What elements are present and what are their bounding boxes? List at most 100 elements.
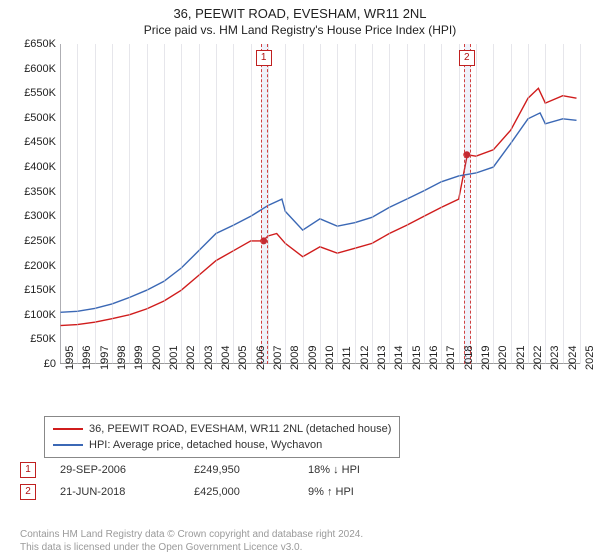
series-line — [60, 88, 577, 325]
gridline — [95, 44, 96, 364]
x-tick-label: 1997 — [99, 346, 111, 370]
x-tick-label: 2013 — [376, 346, 388, 370]
y-tick-label: £100K — [10, 309, 56, 321]
legend-row: 36, PEEWIT ROAD, EVESHAM, WR11 2NL (deta… — [53, 421, 391, 437]
sale-badge: 1 — [20, 462, 36, 478]
x-tick-label: 2025 — [584, 346, 596, 370]
gridline — [60, 44, 61, 364]
y-tick-label: £150K — [10, 284, 56, 296]
x-tick-label: 2019 — [480, 346, 492, 370]
sale-delta: 9% ↑ HPI — [308, 486, 408, 498]
gridline — [476, 44, 477, 364]
gridline — [511, 44, 512, 364]
page-subtitle: Price paid vs. HM Land Registry's House … — [0, 23, 600, 37]
x-tick-label: 2008 — [289, 346, 301, 370]
gridline — [320, 44, 321, 364]
y-tick-label: £600K — [10, 63, 56, 75]
gridline — [528, 44, 529, 364]
x-tick-label: 2023 — [549, 346, 561, 370]
x-tick-label: 2006 — [255, 346, 267, 370]
y-tick-label: £450K — [10, 136, 56, 148]
legend-swatch — [53, 444, 83, 446]
gridline — [407, 44, 408, 364]
plot-area: 12 — [60, 44, 580, 364]
gridline — [372, 44, 373, 364]
gridline — [545, 44, 546, 364]
gridline — [563, 44, 564, 364]
y-tick-label: £250K — [10, 235, 56, 247]
gridline — [459, 44, 460, 364]
sale-price: £249,950 — [194, 464, 284, 476]
sale-date: 21-JUN-2018 — [60, 486, 170, 498]
x-tick-label: 2021 — [515, 346, 527, 370]
legend-label: 36, PEEWIT ROAD, EVESHAM, WR11 2NL (deta… — [89, 421, 391, 437]
gridline — [389, 44, 390, 364]
gridline — [441, 44, 442, 364]
x-tick-label: 1995 — [64, 346, 76, 370]
x-tick-label: 2001 — [168, 346, 180, 370]
x-tick-label: 2004 — [220, 346, 232, 370]
x-tick-label: 2009 — [307, 346, 319, 370]
x-tick-label: 2018 — [463, 346, 475, 370]
legend-row: HPI: Average price, detached house, Wych… — [53, 437, 391, 453]
gridline — [129, 44, 130, 364]
sale-delta: 18% ↓ HPI — [308, 464, 408, 476]
x-tick-label: 2017 — [445, 346, 457, 370]
sale-row: 2 21-JUN-2018 £425,000 9% ↑ HPI — [20, 484, 580, 500]
x-tick-label: 2022 — [532, 346, 544, 370]
y-tick-label: £400K — [10, 161, 56, 173]
sale-badge: 2 — [20, 484, 36, 500]
gridline — [181, 44, 182, 364]
x-tick-label: 2005 — [237, 346, 249, 370]
gridline — [164, 44, 165, 364]
legend-swatch — [53, 428, 83, 430]
sale-price: £425,000 — [194, 486, 284, 498]
sales-table: 1 29-SEP-2006 £249,950 18% ↓ HPI 2 21-JUN-201… — [20, 462, 580, 506]
gridline — [355, 44, 356, 364]
x-tick-label: 2016 — [428, 346, 440, 370]
sale-marker-label: 2 — [459, 50, 475, 66]
x-tick-label: 2002 — [185, 346, 197, 370]
sale-row: 1 29-SEP-2006 £249,950 18% ↓ HPI — [20, 462, 580, 478]
x-tick-label: 2015 — [411, 346, 423, 370]
y-tick-label: £350K — [10, 186, 56, 198]
gridline — [424, 44, 425, 364]
gridline — [216, 44, 217, 364]
sale-marker-label: 1 — [256, 50, 272, 66]
y-tick-label: £550K — [10, 87, 56, 99]
x-tick-label: 2007 — [272, 346, 284, 370]
x-tick-label: 1998 — [116, 346, 128, 370]
y-tick-label: £50K — [10, 333, 56, 345]
y-tick-label: £300K — [10, 210, 56, 222]
title-block: 36, PEEWIT ROAD, EVESHAM, WR11 2NL Price… — [0, 0, 600, 37]
gridline — [580, 44, 581, 364]
gridline — [77, 44, 78, 364]
y-tick-label: £200K — [10, 260, 56, 272]
x-tick-label: 2003 — [203, 346, 215, 370]
legend: 36, PEEWIT ROAD, EVESHAM, WR11 2NL (deta… — [44, 416, 400, 458]
x-tick-label: 1999 — [133, 346, 145, 370]
x-tick-label: 2000 — [151, 346, 163, 370]
sale-marker-band — [464, 44, 471, 364]
x-tick-label: 2012 — [359, 346, 371, 370]
gridline — [493, 44, 494, 364]
legend-label: HPI: Average price, detached house, Wych… — [89, 437, 322, 453]
gridline — [337, 44, 338, 364]
credit-text: Contains HM Land Registry data © Crown c… — [20, 528, 363, 554]
chart: £0 £50K £100K £150K £200K £250K £300K £350K £400… — [10, 44, 590, 404]
x-tick-label: 1996 — [81, 346, 93, 370]
sale-marker-band — [261, 44, 268, 364]
x-tick-label: 2014 — [393, 346, 405, 370]
y-tick-label: £0 — [10, 358, 56, 370]
gridline — [251, 44, 252, 364]
credit-line-2: This data is licensed under the Open Gov… — [20, 541, 363, 554]
x-tick-label: 2010 — [324, 346, 336, 370]
gridline — [147, 44, 148, 364]
page-title: 36, PEEWIT ROAD, EVESHAM, WR11 2NL — [0, 6, 600, 21]
y-tick-label: £650K — [10, 38, 56, 50]
y-tick-label: £500K — [10, 112, 56, 124]
sale-date: 29-SEP-2006 — [60, 464, 170, 476]
gridline — [285, 44, 286, 364]
gridline — [199, 44, 200, 364]
x-tick-label: 2011 — [341, 346, 353, 370]
